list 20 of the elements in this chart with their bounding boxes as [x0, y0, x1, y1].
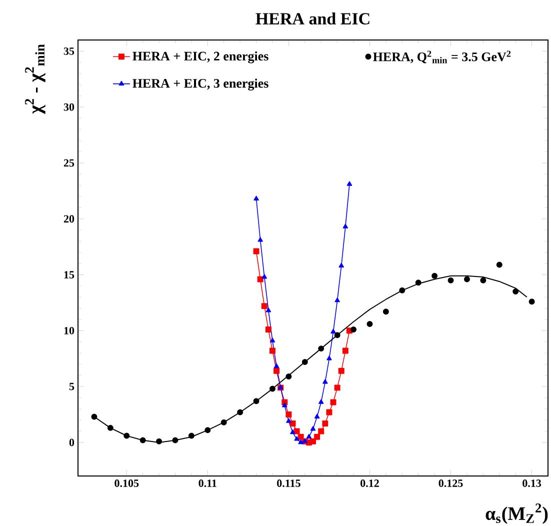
y-tick-label: 25	[64, 159, 74, 167]
x-tick-label: 0.12	[360, 480, 379, 487]
y-tick-label: 5	[69, 382, 74, 390]
y-tick-label: 30	[64, 103, 74, 111]
y-tick-label: 15	[64, 271, 74, 278]
x-tick-label: 0.13	[522, 480, 542, 487]
x-tick-label: 0.125	[438, 480, 463, 487]
legend-label: HERA + EIC, 3 energies	[132, 78, 268, 90]
chart-title: HERA and EIC	[256, 12, 370, 25]
y-axis-title: χ$^{2}$ - χ$^{2}$min	[25, 44, 46, 114]
x-tick-label: 0.105	[114, 480, 139, 487]
y-tick-label: 35	[64, 47, 74, 55]
legend-label: HERA + EIC, 2 energies	[132, 51, 268, 64]
y-tick-label: 0	[69, 438, 74, 446]
y-tick-label: 10	[64, 326, 74, 334]
x-axis-title: α$_{s}$(M$_{Z}$$^{2}$)	[486, 504, 548, 524]
y-tick-label: 20	[64, 215, 74, 223]
legend-label: HERA, Q$^{2}$$_{min}$ = 3.5 GeV$^{2}$	[373, 50, 511, 64]
x-tick-label: 0.11	[198, 480, 216, 487]
x-tick-label: 0.115	[277, 480, 300, 487]
